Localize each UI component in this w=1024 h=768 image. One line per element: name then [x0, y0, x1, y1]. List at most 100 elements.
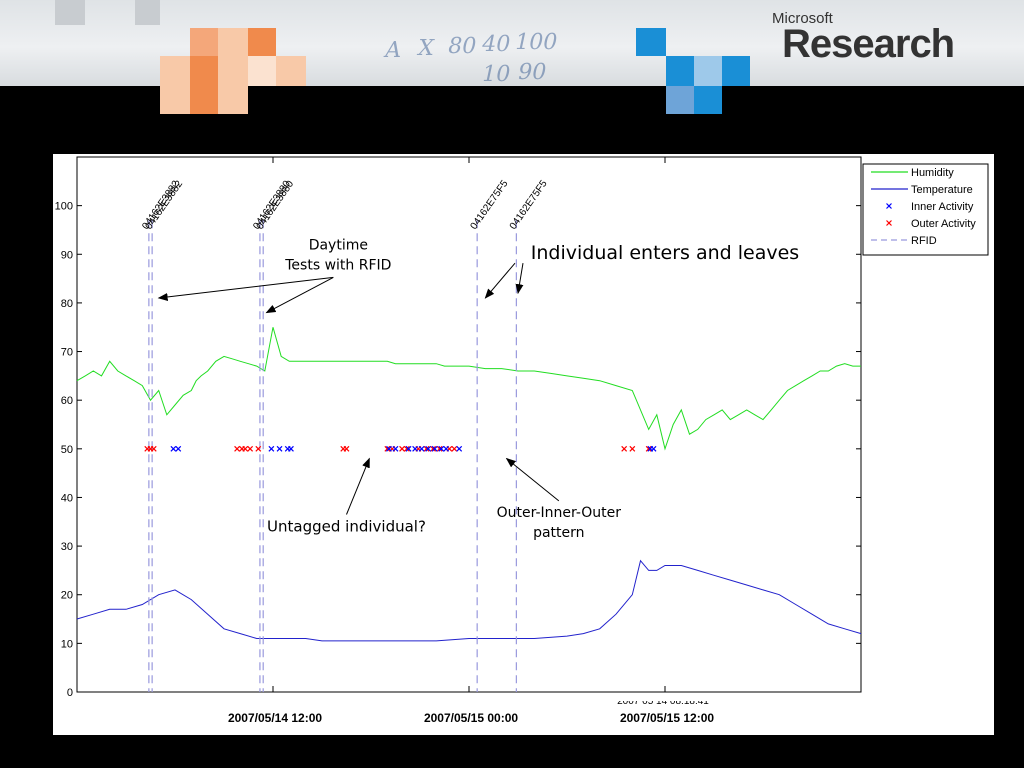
inner-activity-marker: [438, 445, 445, 452]
decorative-tile: [636, 28, 666, 56]
decorative-tile: [55, 0, 85, 25]
inner-activity-marker: [443, 445, 450, 452]
legend-humidity-label: Humidity: [911, 167, 954, 179]
inner-activity-marker: [386, 445, 392, 452]
decorative-tile: [218, 28, 248, 56]
inner-activity-marker: [392, 445, 399, 452]
decorative-tile: [694, 56, 724, 86]
y-tick-label: 20: [61, 590, 73, 602]
inner-activity-marker: [418, 445, 425, 452]
annotation-text: Outer-Inner-Outer: [497, 505, 622, 521]
x-tick-label: 2007/05/14 12:00: [228, 711, 322, 725]
outer-activity-marker: [451, 445, 458, 452]
inner-activity-marker: [268, 445, 275, 452]
decorative-tile: [160, 56, 190, 86]
inner-activity-marker: [425, 445, 432, 452]
outer-activity-marker: [234, 445, 240, 452]
legend-outer-activity-swatch: [886, 220, 892, 226]
legend-inner-activity-swatch: [886, 203, 892, 209]
decorative-tile: [190, 86, 218, 114]
y-tick-label: 30: [61, 541, 73, 553]
outer-activity-marker: [621, 445, 628, 452]
outer-activity-marker: [430, 445, 436, 452]
inner-activity-marker: [412, 445, 419, 452]
decorative-tile: [190, 56, 218, 86]
sketch-text: 90: [515, 60, 549, 85]
legend-temperature-label: Temperature: [911, 184, 973, 196]
decorative-tile: [276, 56, 306, 86]
sensor-chart: 0 10 20 30 40 50 60 70 80 90 100 2007/05/14 12:00 20…: [55, 156, 989, 725]
inner-activity-marker: [456, 445, 463, 452]
outer-activity-marker: [247, 445, 254, 452]
inner-activity-marker: [288, 445, 294, 452]
y-tick-label: 40: [61, 492, 73, 504]
annotation-arrow: [157, 276, 334, 301]
outer-activity-marker: [629, 445, 636, 452]
sketch-text: 100: [512, 30, 560, 55]
outer-activity-marker: [255, 445, 262, 452]
rfid-label: 04162E75F5: [469, 178, 511, 232]
annotation-arrow: [346, 457, 370, 515]
x-tick-label: 2007/05/15 12:00: [620, 711, 714, 725]
outer-activity-marker: [423, 445, 430, 452]
y-tick-label: 10: [61, 638, 73, 650]
sketch-text: 80: [445, 34, 479, 59]
rfid-label: 04162E3882: [144, 179, 186, 232]
decorative-tile: [218, 56, 248, 86]
decorative-tile: [694, 86, 722, 114]
decorative-tile: [218, 86, 248, 114]
legend-rfid-label: RFID: [911, 235, 937, 247]
temperature-line: [76, 559, 862, 642]
x-tick-label: 2007/05/15 00:00: [424, 711, 518, 725]
inner-activity-marker: [431, 445, 438, 452]
annotation-text: Untagged individual?: [267, 518, 426, 536]
decorative-tile: [248, 28, 276, 56]
annotation-arrow: [265, 276, 334, 314]
sketch-text: X: [415, 36, 437, 61]
y-tick-label: 80: [61, 298, 73, 310]
y-tick-label: 0: [67, 687, 73, 699]
decorative-tile: [160, 86, 190, 114]
inner-activity-marker: [170, 445, 177, 452]
label-mask: [605, 693, 725, 701]
header-banner: A X 80 40 100 10 90 Microsoft Research: [0, 0, 1024, 86]
sketch-text: A: [382, 38, 404, 63]
annotation-arrow: [515, 263, 524, 295]
inner-activity-marker: [175, 445, 182, 452]
y-tick-label: 60: [61, 395, 73, 407]
annotation-text: Individual enters and leaves: [531, 242, 799, 264]
legend-inner-activity-label: Inner Activity: [911, 201, 974, 213]
inner-activity-marker: [276, 445, 283, 452]
y-tick-label: 70: [61, 347, 73, 359]
humidity-line: [76, 327, 861, 451]
decorative-tile: [135, 0, 160, 25]
rfid-label: 04162E3880: [255, 179, 297, 232]
y-tick-label: 50: [61, 444, 73, 456]
cut-off-date-label: 2007 05 14 08:18:41: [617, 696, 709, 707]
outer-activity-marker: [645, 445, 652, 452]
sketch-text: 40: [479, 32, 513, 57]
annotation-arrow: [484, 262, 516, 299]
legend-outer-activity-label: Outer Activity: [911, 218, 976, 230]
logo-wordmark: Research: [782, 22, 955, 66]
outer-activity-marker: [404, 445, 410, 452]
annotation-text: Daytime: [309, 237, 368, 253]
logo-wordmark-small: Microsoft: [772, 10, 833, 27]
outer-activity-marker: [150, 445, 157, 452]
outer-activity-marker: [242, 445, 249, 452]
y-tick-label: 90: [61, 249, 73, 261]
outer-activity-marker: [384, 445, 391, 452]
chart-panel: 0 10 20 30 40 50 60 70 80 90 100 2007/05/14 12:00 20…: [53, 154, 994, 735]
plot-frame: [76, 156, 862, 693]
rfid-label: 04162E75F5: [508, 178, 550, 232]
inner-activity-marker: [650, 445, 657, 452]
decorative-tile: [666, 56, 694, 86]
inner-activity-marker: [405, 445, 412, 452]
annotation-arrow: [505, 457, 560, 502]
annotation-text: Tests with RFID: [284, 257, 391, 273]
decorative-tile: [666, 86, 694, 114]
outer-activity-marker: [343, 445, 350, 452]
outer-activity-marker: [399, 445, 405, 452]
y-tick-label: 100: [55, 201, 73, 213]
sketch-text: 10: [479, 62, 513, 86]
